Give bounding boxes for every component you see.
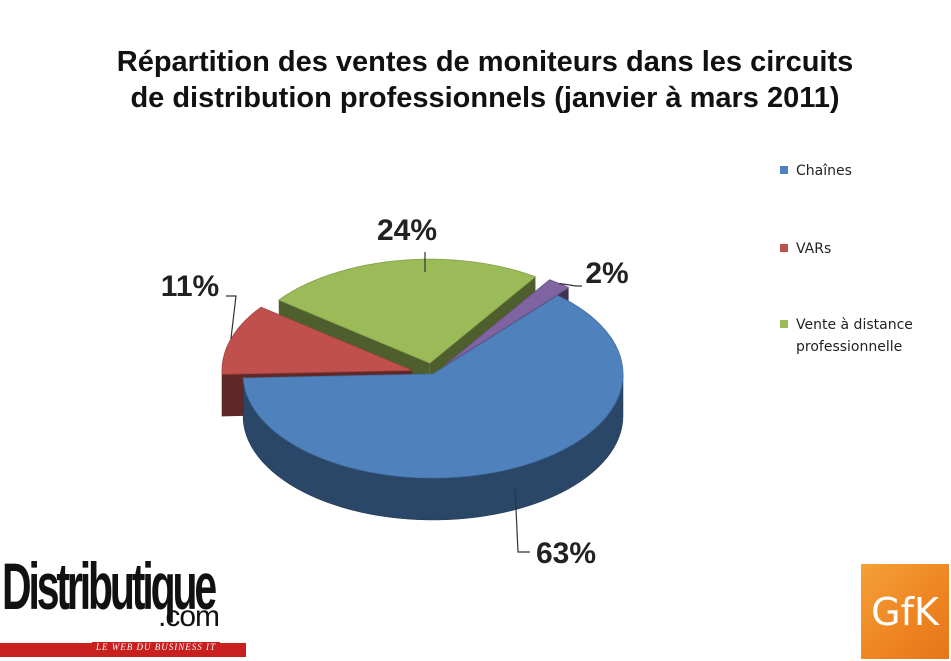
- data-label: 24%: [377, 214, 437, 247]
- distributique-logo: Distributique .com LE WEB DU BUSINESS IT: [0, 548, 250, 660]
- pie-slice: [221, 306, 413, 375]
- data-label: 63%: [536, 537, 596, 570]
- distributique-logo-word: Distributique: [2, 549, 217, 623]
- legend-swatch: [780, 320, 788, 328]
- data-labels: 63% 11% 24% 2%: [161, 214, 629, 570]
- pie-tops: [221, 258, 624, 479]
- data-label: 11%: [161, 270, 219, 303]
- legend-swatch: [780, 244, 788, 252]
- chart-title-line1: Répartition des ventes de moniteurs dans…: [116, 46, 854, 78]
- chart-title-line2: de distribution professionnels (janvier …: [130, 82, 840, 114]
- legend-item-chaines: Chaînes: [780, 160, 946, 182]
- data-label: 2%: [585, 257, 628, 290]
- pie-slice: [443, 279, 570, 367]
- legend-label: Chaînes: [796, 163, 852, 179]
- chart-title: Répartition des ventes de moniteurs dans…: [60, 44, 910, 116]
- legend-label: VARs: [796, 241, 832, 257]
- legend-item-vente-a-distance: Vente à distance professionnelle: [780, 314, 946, 358]
- legend-label: Vente à distance professionnelle: [796, 317, 913, 355]
- distributique-logo-dotcom: .com: [158, 600, 220, 633]
- pie-slice: [242, 295, 624, 479]
- legend-swatch: [780, 166, 788, 174]
- gfk-logo: GfK: [861, 564, 949, 659]
- leader-line: [226, 295, 237, 339]
- pie-slice: [277, 258, 537, 364]
- leader-line: [514, 488, 530, 553]
- gfk-logo-text: GfK: [871, 590, 939, 634]
- legend-item-vars: VARs: [780, 238, 946, 260]
- leader-line: [559, 282, 582, 287]
- distributique-logo-tagline: LE WEB DU BUSINESS IT: [92, 642, 220, 652]
